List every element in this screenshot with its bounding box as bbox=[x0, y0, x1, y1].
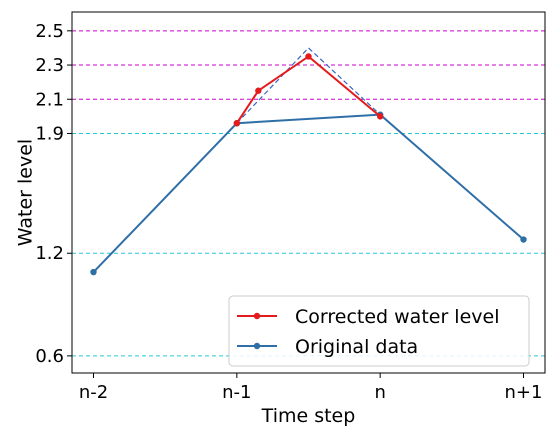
series-line-corrected bbox=[235, 55, 381, 124]
dashed-reference-line bbox=[236, 47, 381, 124]
data-point-original bbox=[520, 236, 527, 243]
data-point-original bbox=[90, 268, 97, 276]
legend-label-corrected: Corrected water level bbox=[295, 306, 500, 328]
y-tick-label: 2.5 bbox=[35, 21, 64, 42]
y-axis-ticks: 0.6 1.2 1.9 2.1 2.3 2.5 bbox=[35, 21, 72, 367]
legend-marker-original bbox=[253, 342, 261, 350]
legend-marker-corrected bbox=[253, 312, 261, 320]
series-lines bbox=[90, 53, 527, 276]
data-point-corrected bbox=[376, 113, 384, 120]
data-point-corrected bbox=[233, 120, 241, 127]
y-tick-label: 0.6 bbox=[35, 346, 64, 367]
x-tick-label: n-1 bbox=[222, 382, 251, 403]
y-tick-label: 2.1 bbox=[35, 89, 64, 110]
data-point-corrected bbox=[305, 53, 312, 60]
dashed-line bbox=[236, 47, 381, 124]
legend-label-original: Original data bbox=[295, 336, 418, 358]
plot-frame bbox=[71, 11, 546, 374]
x-tick-label: n+1 bbox=[505, 382, 543, 403]
y-tick-label: 2.3 bbox=[35, 55, 64, 76]
x-axis-label: Time step bbox=[261, 405, 356, 427]
series-line-original bbox=[92, 113, 525, 273]
y-tick-label: 1.2 bbox=[35, 243, 64, 264]
x-tick-label: n bbox=[374, 382, 385, 403]
x-tick-label: n-2 bbox=[79, 382, 108, 403]
y-tick-label: 1.9 bbox=[35, 123, 64, 144]
legend-box bbox=[228, 295, 530, 367]
data-point-corrected bbox=[255, 87, 262, 94]
legend: Corrected water level Original data bbox=[228, 295, 530, 367]
x-axis-ticks: n-2 n-1 n n+1 bbox=[79, 373, 543, 403]
y-axis-label: Water level bbox=[15, 139, 37, 246]
